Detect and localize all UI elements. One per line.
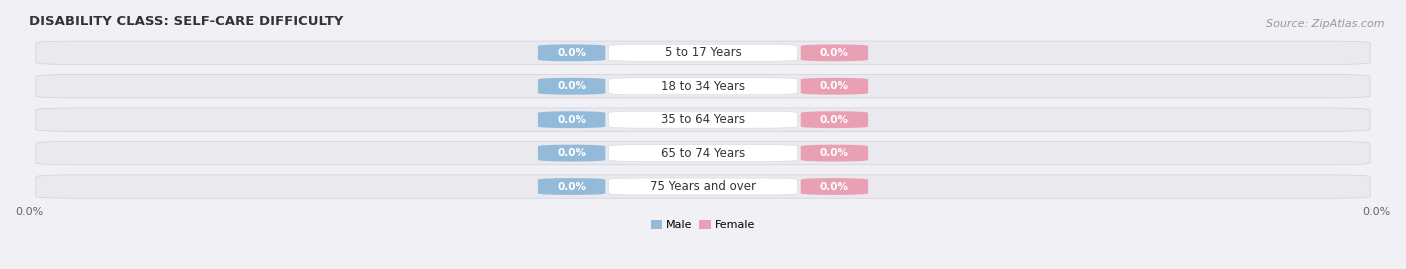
Text: 0.0%: 0.0% — [820, 115, 849, 125]
FancyBboxPatch shape — [800, 111, 868, 128]
Text: 65 to 74 Years: 65 to 74 Years — [661, 147, 745, 160]
FancyBboxPatch shape — [609, 145, 797, 161]
FancyBboxPatch shape — [37, 41, 1369, 65]
FancyBboxPatch shape — [37, 108, 1369, 131]
FancyBboxPatch shape — [538, 111, 606, 128]
FancyBboxPatch shape — [800, 78, 868, 95]
FancyBboxPatch shape — [609, 178, 797, 195]
FancyBboxPatch shape — [800, 44, 868, 61]
Text: DISABILITY CLASS: SELF-CARE DIFFICULTY: DISABILITY CLASS: SELF-CARE DIFFICULTY — [30, 15, 343, 28]
Text: 0.0%: 0.0% — [557, 148, 586, 158]
FancyBboxPatch shape — [538, 178, 606, 195]
FancyBboxPatch shape — [538, 145, 606, 161]
Legend: Male, Female: Male, Female — [647, 215, 759, 235]
FancyBboxPatch shape — [37, 141, 1369, 165]
FancyBboxPatch shape — [609, 44, 797, 61]
FancyBboxPatch shape — [800, 178, 868, 195]
Text: 18 to 34 Years: 18 to 34 Years — [661, 80, 745, 93]
FancyBboxPatch shape — [37, 175, 1369, 198]
FancyBboxPatch shape — [800, 145, 868, 161]
Text: 0.0%: 0.0% — [820, 48, 849, 58]
Text: 0.0%: 0.0% — [820, 148, 849, 158]
Text: 0.0%: 0.0% — [557, 182, 586, 192]
Text: 5 to 17 Years: 5 to 17 Years — [665, 46, 741, 59]
FancyBboxPatch shape — [538, 78, 606, 95]
Text: Source: ZipAtlas.com: Source: ZipAtlas.com — [1267, 19, 1385, 29]
FancyBboxPatch shape — [609, 78, 797, 95]
FancyBboxPatch shape — [538, 44, 606, 61]
Text: 0.0%: 0.0% — [557, 81, 586, 91]
Text: 75 Years and over: 75 Years and over — [650, 180, 756, 193]
Text: 35 to 64 Years: 35 to 64 Years — [661, 113, 745, 126]
Text: 0.0%: 0.0% — [557, 115, 586, 125]
Text: 0.0%: 0.0% — [820, 182, 849, 192]
Text: 0.0%: 0.0% — [557, 48, 586, 58]
Text: 0.0%: 0.0% — [820, 81, 849, 91]
FancyBboxPatch shape — [37, 75, 1369, 98]
FancyBboxPatch shape — [609, 111, 797, 128]
